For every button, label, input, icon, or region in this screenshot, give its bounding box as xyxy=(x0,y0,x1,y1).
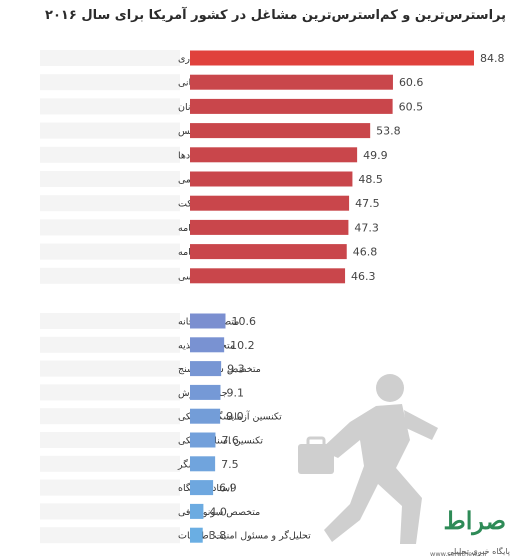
bar xyxy=(190,74,393,90)
bar xyxy=(190,313,226,329)
value-label: 48.5 xyxy=(358,173,383,186)
watermark-logo: صراط xyxy=(443,506,506,535)
category-label-bg xyxy=(40,243,180,260)
value-label: 7.5 xyxy=(221,458,239,471)
value-label: 10.6 xyxy=(232,315,257,328)
bar xyxy=(190,432,216,448)
value-label: 7.6 xyxy=(221,434,239,447)
bar xyxy=(190,527,203,543)
value-label: 53.8 xyxy=(376,125,401,138)
businessman-running-icon xyxy=(298,374,438,544)
category-label-bg xyxy=(40,360,180,377)
value-label: 4.0 xyxy=(209,505,227,518)
watermark-site: www.seratnews.ir xyxy=(430,550,488,558)
bar xyxy=(190,147,358,163)
category-label-bg xyxy=(40,503,180,520)
value-label: 60.6 xyxy=(399,76,424,89)
category-label-bg xyxy=(40,74,180,91)
category-label-bg xyxy=(40,50,180,66)
watermark-tagline: پایگاه خبری تحلیلی xyxy=(447,547,510,556)
bar xyxy=(190,195,350,211)
category-label-bg xyxy=(40,313,180,329)
value-label: 49.9 xyxy=(363,149,388,162)
category-label: تحلیل‌گر و مسئول امنیت اطلاعات xyxy=(178,530,311,542)
bar xyxy=(190,50,474,66)
category-label-bg xyxy=(40,122,180,139)
category-label-bg xyxy=(40,432,180,448)
bar xyxy=(190,244,347,260)
bar xyxy=(190,98,393,114)
value-label: 9.3 xyxy=(227,363,245,376)
category-label-bg xyxy=(40,267,180,284)
category-label: تکنسین اسناد پزشکی xyxy=(178,436,263,447)
bar xyxy=(190,268,346,284)
category-label-bg xyxy=(40,98,180,115)
bar xyxy=(190,503,204,519)
bar xyxy=(190,384,221,400)
value-label: 9.0 xyxy=(226,410,244,423)
bar xyxy=(190,408,221,424)
bar xyxy=(190,123,371,139)
category-label-bg xyxy=(40,527,180,544)
value-label: 46.8 xyxy=(353,246,378,259)
category-label-bg xyxy=(40,171,180,187)
bar xyxy=(190,171,353,187)
bar xyxy=(190,337,225,353)
category-label-bg xyxy=(40,479,180,496)
category-label-bg xyxy=(40,455,180,472)
value-label: 47.3 xyxy=(354,221,379,234)
value-label: 6.9 xyxy=(219,482,237,495)
bar xyxy=(190,456,216,472)
category-label-bg xyxy=(40,408,180,425)
value-label: 46.3 xyxy=(351,270,376,283)
category-label-bg xyxy=(40,219,180,236)
value-label: 3.8 xyxy=(209,529,227,542)
bar xyxy=(190,361,222,377)
chart-title: پراسترس‌ترین و کم‌استرس‌ترین مشاغل در کش… xyxy=(45,8,506,23)
value-label: 47.5 xyxy=(355,197,380,210)
bar xyxy=(190,219,349,235)
bar xyxy=(190,480,214,496)
category-label-bg xyxy=(40,146,180,163)
category-label-bg xyxy=(40,336,180,353)
value-label: 84.8 xyxy=(480,52,505,65)
watermark: صراط پایگاه خبری تحلیلی xyxy=(394,504,514,556)
value-label: 60.5 xyxy=(399,100,424,113)
category-label-bg xyxy=(40,384,180,401)
value-label: 9.1 xyxy=(226,386,244,399)
category-label-bg xyxy=(40,195,180,212)
value-label: 10.2 xyxy=(230,339,255,352)
